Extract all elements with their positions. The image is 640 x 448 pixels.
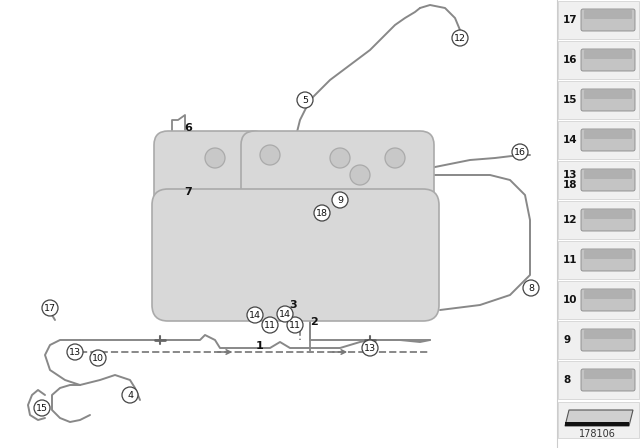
Circle shape (247, 307, 263, 323)
Circle shape (512, 144, 528, 160)
FancyBboxPatch shape (581, 89, 635, 111)
Text: 13: 13 (364, 344, 376, 353)
Text: 8: 8 (563, 375, 570, 385)
Text: 14: 14 (249, 310, 261, 319)
FancyBboxPatch shape (558, 241, 639, 279)
FancyBboxPatch shape (581, 209, 635, 231)
Circle shape (67, 344, 83, 360)
Circle shape (260, 145, 280, 165)
Text: 3: 3 (289, 300, 297, 310)
FancyBboxPatch shape (558, 321, 639, 359)
Circle shape (314, 205, 330, 221)
Circle shape (332, 192, 348, 208)
Circle shape (452, 30, 468, 46)
FancyBboxPatch shape (584, 10, 632, 19)
Text: 16: 16 (563, 55, 577, 65)
FancyBboxPatch shape (584, 210, 632, 219)
Text: 13
18: 13 18 (563, 170, 577, 190)
FancyBboxPatch shape (558, 361, 639, 399)
FancyBboxPatch shape (558, 201, 639, 239)
Circle shape (34, 400, 50, 416)
FancyBboxPatch shape (584, 370, 632, 379)
Text: 17: 17 (44, 303, 56, 313)
FancyBboxPatch shape (584, 290, 632, 299)
Text: 14: 14 (563, 135, 578, 145)
FancyBboxPatch shape (558, 81, 639, 119)
Circle shape (362, 340, 378, 356)
Circle shape (90, 350, 106, 366)
FancyBboxPatch shape (178, 198, 412, 232)
Circle shape (385, 148, 405, 168)
FancyBboxPatch shape (581, 169, 635, 191)
FancyBboxPatch shape (581, 249, 635, 271)
Text: 14: 14 (279, 310, 291, 319)
FancyBboxPatch shape (558, 41, 639, 79)
Circle shape (350, 165, 370, 185)
Text: 11: 11 (289, 320, 301, 329)
Circle shape (297, 92, 313, 108)
Text: 18: 18 (316, 208, 328, 217)
FancyBboxPatch shape (152, 189, 439, 321)
FancyBboxPatch shape (558, 121, 639, 159)
Text: 8: 8 (528, 284, 534, 293)
Text: 2: 2 (310, 317, 318, 327)
Circle shape (262, 317, 278, 333)
Text: 11: 11 (563, 255, 577, 265)
FancyBboxPatch shape (581, 9, 635, 31)
FancyBboxPatch shape (581, 129, 635, 151)
FancyBboxPatch shape (581, 49, 635, 71)
FancyBboxPatch shape (558, 161, 639, 199)
Text: 6: 6 (184, 123, 192, 133)
FancyBboxPatch shape (206, 156, 294, 219)
FancyBboxPatch shape (584, 250, 632, 259)
Circle shape (205, 148, 225, 168)
Text: 16: 16 (514, 147, 526, 156)
Circle shape (42, 300, 58, 316)
Text: 178106: 178106 (579, 429, 616, 439)
Text: 12: 12 (454, 34, 466, 43)
Circle shape (122, 387, 138, 403)
Circle shape (330, 148, 350, 168)
FancyBboxPatch shape (558, 1, 639, 39)
FancyBboxPatch shape (584, 330, 632, 339)
Text: 5: 5 (302, 95, 308, 104)
Text: 7: 7 (184, 187, 192, 197)
Text: 11: 11 (264, 320, 276, 329)
Text: 10: 10 (563, 295, 577, 305)
Text: 15: 15 (563, 95, 577, 105)
Circle shape (287, 317, 303, 333)
FancyBboxPatch shape (584, 90, 632, 99)
FancyBboxPatch shape (558, 402, 639, 438)
FancyBboxPatch shape (581, 329, 635, 351)
Polygon shape (565, 410, 633, 426)
Circle shape (523, 280, 539, 296)
Text: 10: 10 (92, 353, 104, 362)
FancyBboxPatch shape (584, 50, 632, 59)
Text: 1: 1 (256, 341, 264, 351)
Text: 9: 9 (337, 195, 343, 204)
FancyBboxPatch shape (581, 369, 635, 391)
Text: 4: 4 (127, 391, 133, 400)
FancyBboxPatch shape (154, 131, 267, 239)
FancyBboxPatch shape (558, 281, 639, 319)
FancyBboxPatch shape (584, 130, 632, 139)
FancyBboxPatch shape (581, 289, 635, 311)
Polygon shape (565, 422, 629, 426)
Circle shape (277, 306, 293, 322)
Text: 9: 9 (563, 335, 570, 345)
FancyBboxPatch shape (241, 131, 434, 239)
Text: 15: 15 (36, 404, 48, 413)
FancyBboxPatch shape (584, 170, 632, 179)
Text: 13: 13 (69, 348, 81, 357)
Text: 17: 17 (563, 15, 578, 25)
Text: 12: 12 (563, 215, 577, 225)
